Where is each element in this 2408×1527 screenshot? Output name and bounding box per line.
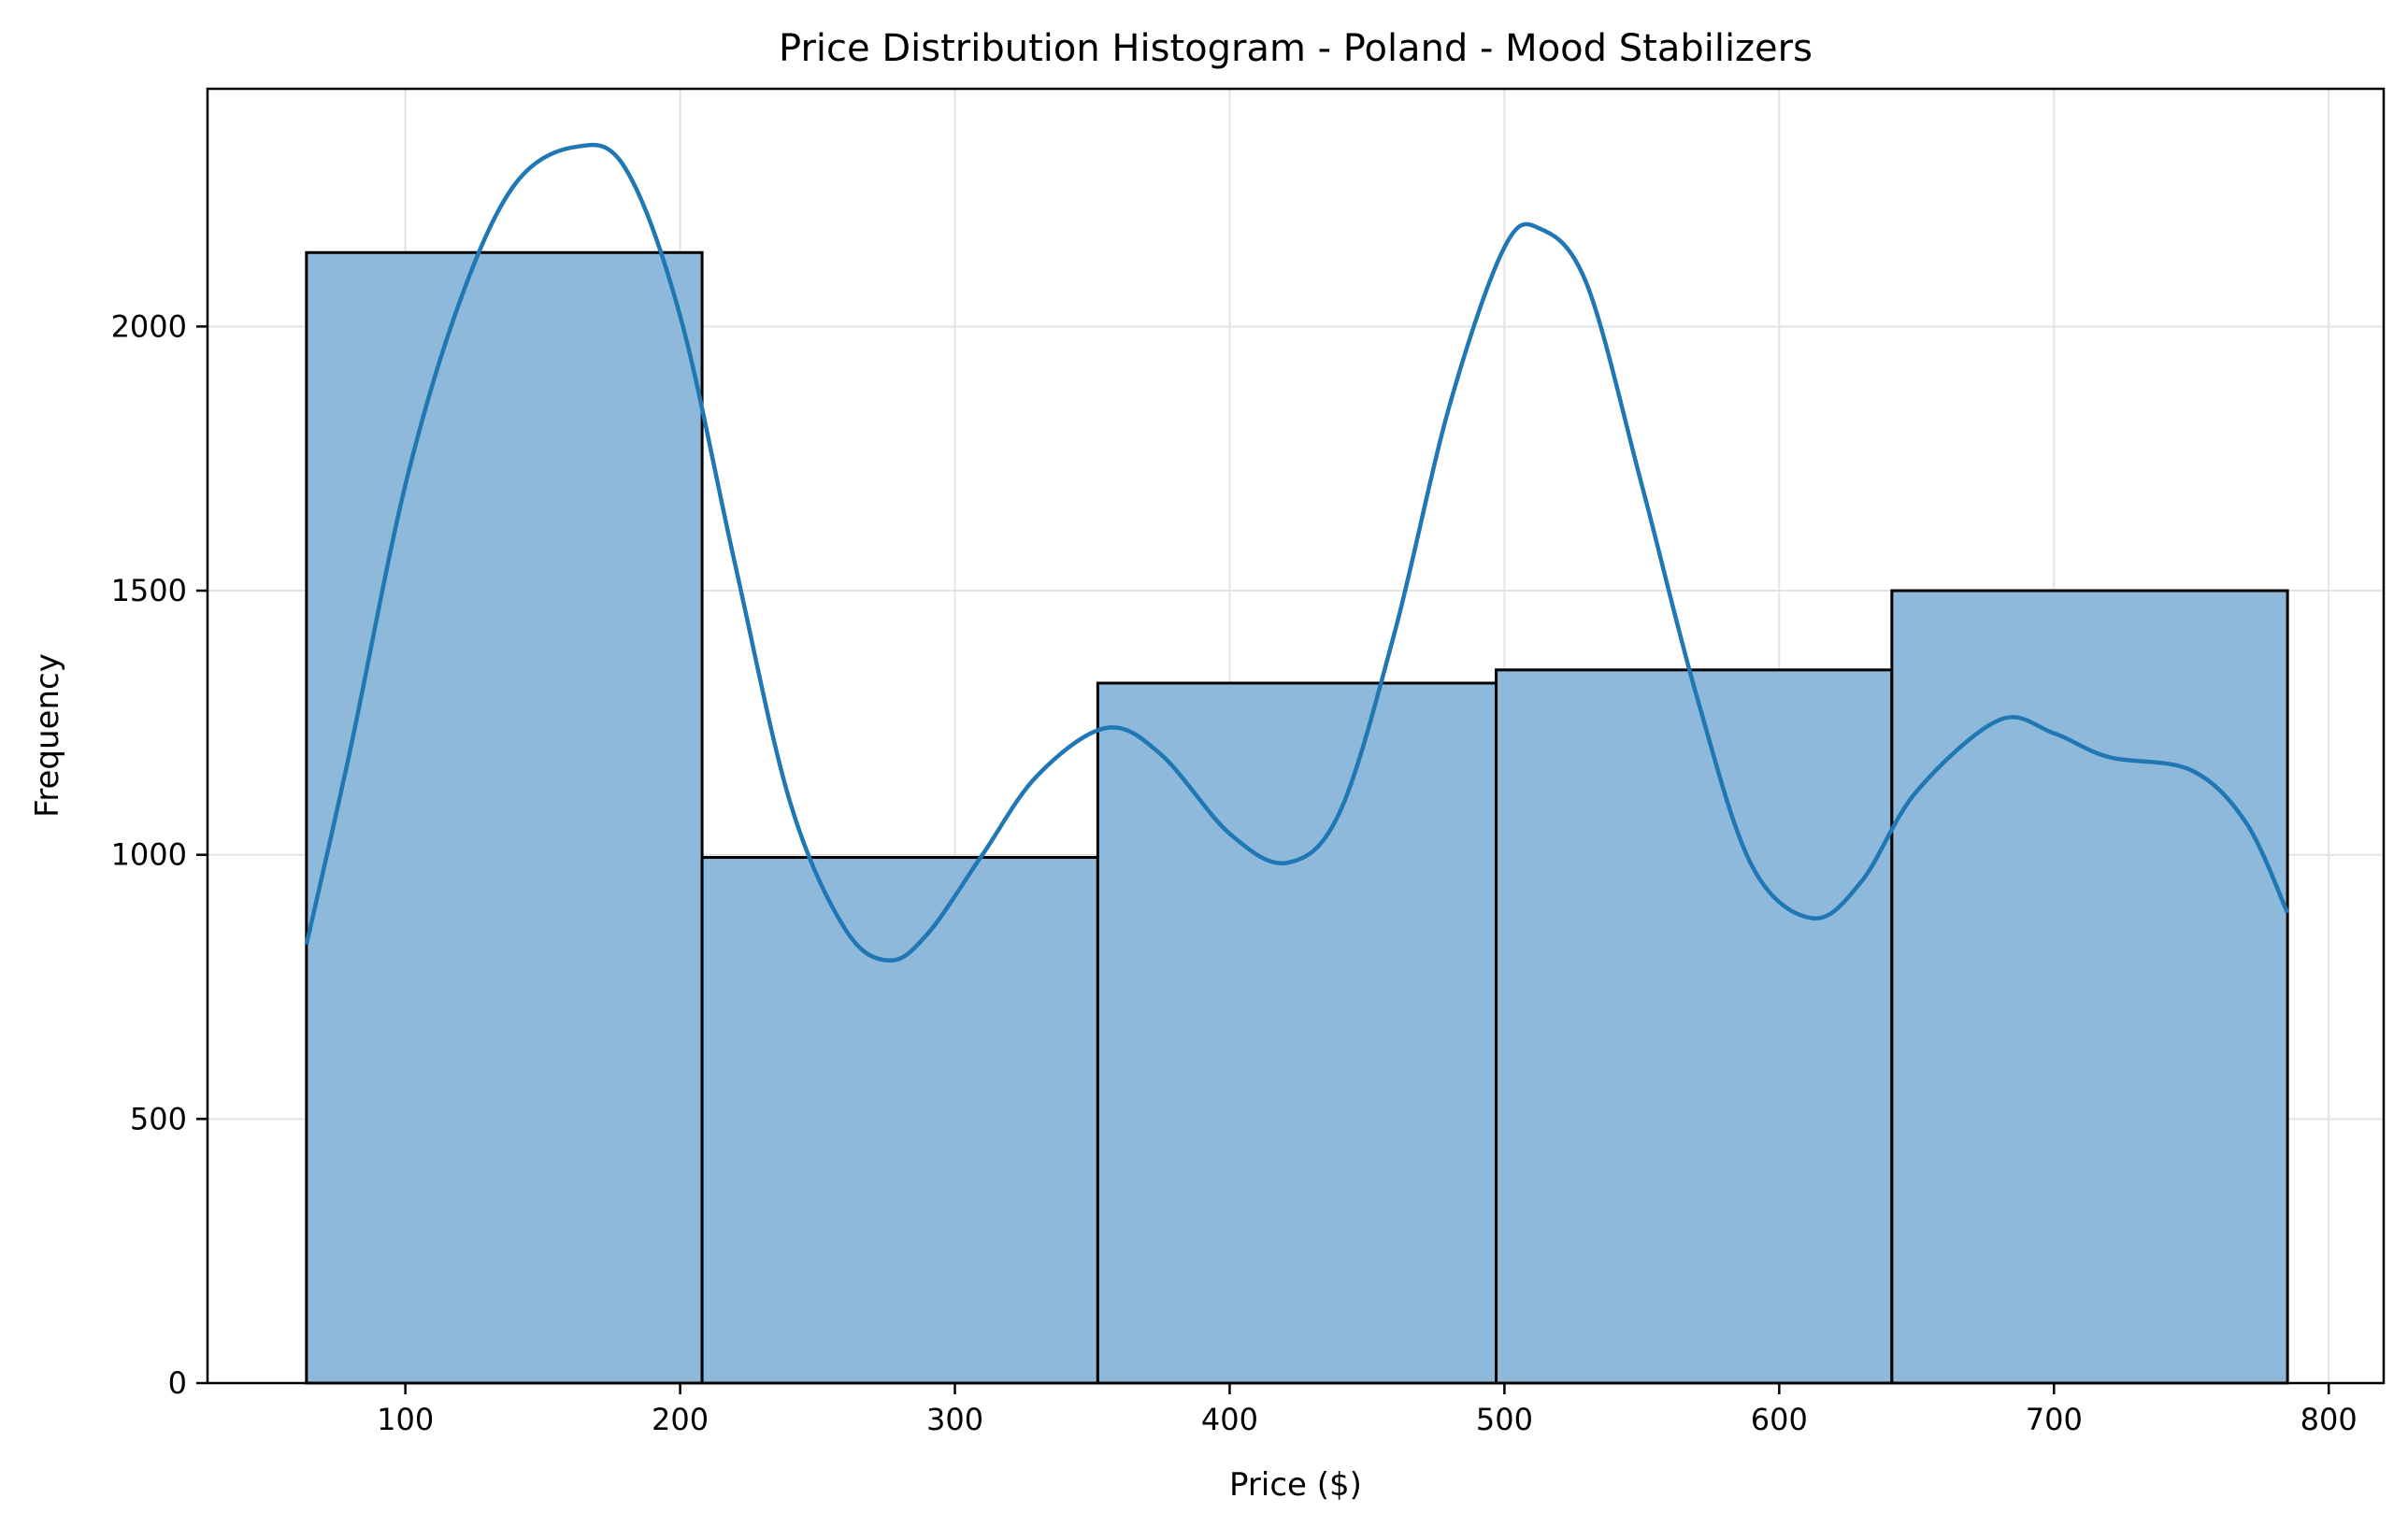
histogram-bar [1495,668,1894,1385]
x-tick-label: 300 [926,1402,983,1437]
y-tick-label: 2000 [111,308,187,344]
x-tick-label: 600 [1751,1402,1808,1437]
plot-frame [206,87,2386,1385]
x-tick-label: 500 [1476,1402,1533,1437]
chart-title: Price Distribution Histogram - Poland - … [779,27,1813,70]
y-tick-label: 1000 [111,837,187,873]
kde-curve [304,142,2290,963]
y-tick-label: 1500 [111,573,187,608]
x-axis: 100 200 300 400 500 600 700 800 [377,1383,2358,1437]
y-axis-label: Frequency [29,653,66,818]
histogram-bar [1096,681,1498,1385]
y-axis: 0 500 1000 1500 2000 [111,308,208,1401]
x-tick-label: 100 [377,1402,434,1437]
histogram-bars [305,250,2289,1385]
x-axis-label: Price ($) [1229,1466,1362,1504]
histogram-bar [305,250,704,1385]
x-tick-label: 800 [2300,1402,2358,1437]
x-tick-label: 200 [652,1402,709,1437]
y-tick-label: 0 [168,1365,187,1401]
histogram-bar [1890,589,2289,1385]
x-tick-label: 400 [1201,1402,1258,1437]
x-tick-label: 700 [2026,1402,2083,1437]
histogram-bar [700,856,1099,1385]
kde-curve-layer [304,142,2290,963]
y-tick-label: 500 [130,1101,187,1136]
